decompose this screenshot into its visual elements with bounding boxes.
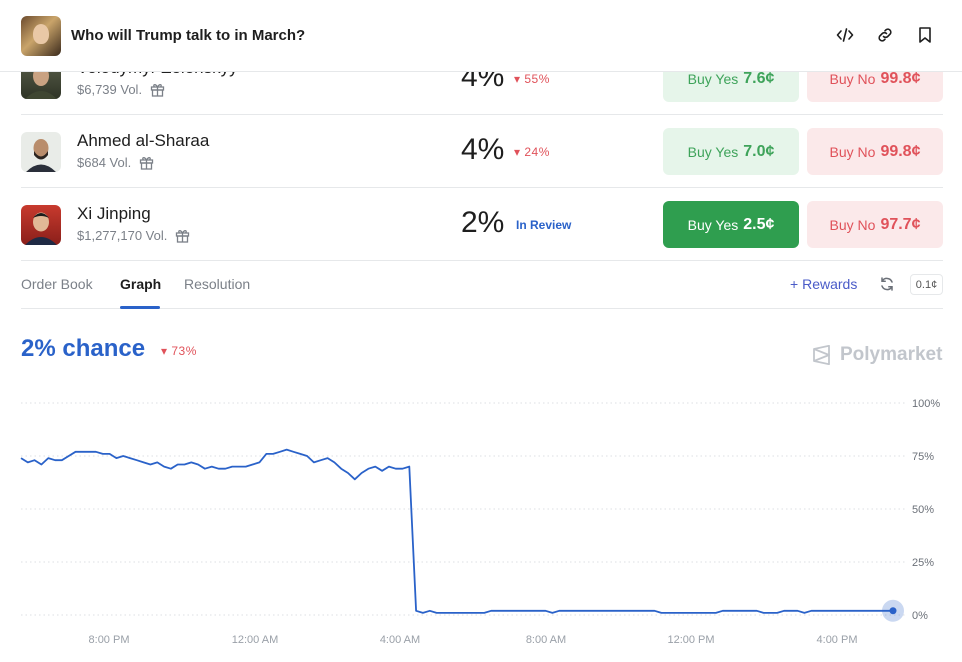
y-tick-label: 100% bbox=[912, 398, 940, 410]
outcome-percent: 4% bbox=[461, 133, 505, 166]
x-tick-label: 4:00 PM bbox=[817, 634, 858, 646]
y-tick-label: 75% bbox=[912, 451, 934, 463]
outcome-volume: $684 Vol. bbox=[77, 155, 154, 170]
embed-icon[interactable] bbox=[834, 24, 856, 46]
tab-resolution[interactable]: Resolution bbox=[184, 276, 251, 292]
yes-price: 7.0¢ bbox=[743, 142, 775, 160]
x-tick-label: 12:00 AM bbox=[232, 634, 278, 646]
series-line bbox=[20, 448, 893, 614]
volume-text: $1,277,170 Vol. bbox=[77, 228, 168, 243]
buy-no-label: Buy No bbox=[829, 143, 876, 160]
outcome-change: ▾ 55% bbox=[514, 72, 550, 86]
tick-size-selector[interactable]: 0.1¢ bbox=[910, 274, 943, 295]
in-review-badge: In Review bbox=[516, 218, 572, 232]
tab-order-book[interactable]: Order Book bbox=[21, 276, 93, 292]
outcome-row: Ahmed al-Sharaa $684 Vol. 4% ▾ 24% Buy Y… bbox=[21, 115, 943, 188]
avatar bbox=[21, 132, 61, 172]
active-tab-indicator bbox=[120, 306, 160, 309]
outcome-change: ▾ 24% bbox=[514, 145, 550, 159]
x-tick-label: 8:00 AM bbox=[526, 634, 566, 646]
market-header: Who will Trump talk to in March? bbox=[0, 0, 962, 72]
outcome-volume: $6,739 Vol. bbox=[77, 82, 165, 97]
y-tick-label: 50% bbox=[912, 504, 934, 516]
price-chart[interactable]: 100% 75% 50% 25% 0% 8:00 PM 12:00 AM 4:00 AM 8:0… bbox=[0, 390, 962, 662]
rewards-button[interactable]: + Rewards bbox=[790, 276, 857, 292]
latest-point bbox=[889, 607, 897, 615]
outcome-name: Ahmed al-Sharaa bbox=[77, 131, 210, 150]
yes-price: 2.5¢ bbox=[743, 215, 775, 233]
buy-yes-button[interactable]: Buy Yes 2.5¢ bbox=[663, 201, 799, 248]
yes-price: 7.6¢ bbox=[743, 69, 775, 87]
no-price: 99.8¢ bbox=[880, 142, 921, 160]
rewards-label: Rewards bbox=[802, 276, 858, 292]
market-tabs: Order Book Graph Resolution + Rewards 0.… bbox=[21, 262, 943, 309]
market-title: Who will Trump talk to in March? bbox=[71, 27, 306, 44]
brand-name: Polymarket bbox=[840, 344, 943, 365]
outcome-name: Xi Jinping bbox=[77, 204, 151, 223]
volume-text: $6,739 Vol. bbox=[77, 82, 143, 97]
gift-icon[interactable] bbox=[175, 228, 190, 243]
x-tick-label: 12:00 PM bbox=[667, 634, 714, 646]
buy-yes-label: Buy Yes bbox=[687, 216, 739, 233]
y-tick-label: 0% bbox=[912, 610, 928, 622]
down-triangle-icon: ▾ bbox=[161, 344, 168, 358]
x-tick-label: 8:00 PM bbox=[89, 634, 130, 646]
buy-no-button[interactable]: Buy No 99.8¢ bbox=[807, 128, 943, 175]
market-thumbnail bbox=[21, 16, 61, 56]
outcome-change-value: 24% bbox=[524, 145, 550, 159]
outcome-change-value: 55% bbox=[524, 72, 550, 86]
gift-icon[interactable] bbox=[150, 82, 165, 97]
buy-no-label: Buy No bbox=[829, 216, 876, 233]
polymarket-icon bbox=[813, 345, 830, 365]
chance-change: ▾ 73% bbox=[161, 344, 197, 358]
outcome-row: Xi Jinping $1,277,170 Vol. 2% In Review … bbox=[21, 188, 943, 261]
refresh-icon[interactable] bbox=[879, 276, 895, 292]
y-tick-label: 25% bbox=[912, 557, 934, 569]
plus-icon: + bbox=[790, 276, 799, 292]
no-price: 99.8¢ bbox=[880, 69, 921, 87]
buy-no-button[interactable]: Buy No 97.7¢ bbox=[807, 201, 943, 248]
volume-text: $684 Vol. bbox=[77, 155, 132, 170]
outcome-percent: 2% bbox=[461, 206, 505, 239]
chance-value: 2% chance bbox=[21, 335, 146, 362]
down-triangle-icon: ▾ bbox=[514, 72, 521, 86]
gift-icon[interactable] bbox=[139, 155, 154, 170]
bookmark-icon[interactable] bbox=[914, 24, 936, 46]
polymarket-logo: Polymarket bbox=[812, 344, 942, 366]
x-tick-label: 4:00 AM bbox=[380, 634, 420, 646]
tab-graph[interactable]: Graph bbox=[120, 276, 162, 292]
buy-no-label: Buy No bbox=[829, 70, 876, 87]
buy-yes-label: Buy Yes bbox=[687, 70, 739, 87]
buy-yes-label: Buy Yes bbox=[687, 143, 739, 160]
avatar bbox=[21, 205, 61, 245]
link-icon[interactable] bbox=[874, 24, 896, 46]
chance-change-value: 73% bbox=[171, 344, 197, 358]
buy-yes-button[interactable]: Buy Yes 7.0¢ bbox=[663, 128, 799, 175]
outcome-volume: $1,277,170 Vol. bbox=[77, 228, 190, 243]
no-price: 97.7¢ bbox=[880, 215, 921, 233]
down-triangle-icon: ▾ bbox=[514, 145, 521, 159]
